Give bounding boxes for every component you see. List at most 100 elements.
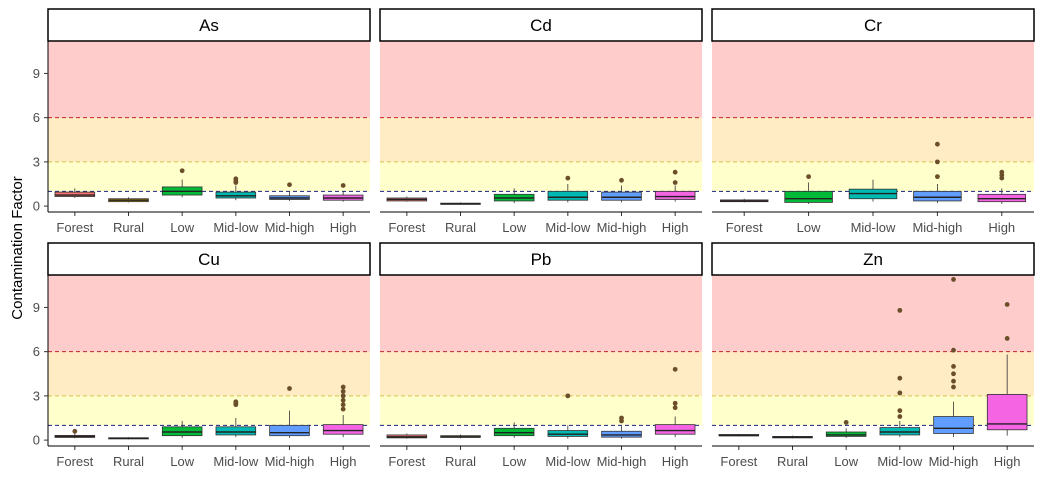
x-tick-label-cd-low: Low [502, 220, 526, 235]
x-tick-label-pb-rural: Rural [445, 454, 476, 469]
box-cd-high [654, 190, 696, 200]
x-tick-label-cr-high: High [988, 220, 1015, 235]
x-tick-label-pb-mid-high: Mid-high [597, 454, 647, 469]
x-tick-label-cd-mid-low: Mid-low [545, 220, 590, 235]
x-tick-label-cu-rural: Rural [113, 454, 144, 469]
outlier-cu-mid-high-0 [287, 386, 292, 391]
band-pb-2 [380, 351, 702, 396]
x-tick-label-cu-forest: Forest [56, 454, 93, 469]
panel-strip-as [47, 8, 371, 42]
band-cd-2 [380, 117, 702, 162]
outlier-zn-mid-high-4 [951, 347, 956, 353]
band-pb-0 [380, 425, 702, 441]
outlier-cr-mid-high-1 [935, 159, 940, 165]
outlier-cd-mid-low-0 [565, 175, 571, 181]
band-zn-3 [712, 275, 1034, 352]
outlier-zn-mid-high-3 [951, 363, 956, 369]
box-pb-mid-low [547, 430, 589, 437]
x-tick-label-cu-high: High [330, 454, 357, 469]
outlier-pb-high-1 [672, 400, 678, 406]
outlier-as-mid-low-2 [233, 176, 239, 182]
outlier-zn-mid-high-2 [951, 371, 956, 377]
x-tick-label-zn-low: Low [834, 454, 858, 469]
box-as-mid-low [215, 191, 257, 199]
box-cu-high [322, 424, 364, 435]
outlier-as-low-0 [179, 168, 185, 174]
outlier-pb-high-2 [672, 366, 678, 372]
band-cu-base [48, 440, 370, 446]
box-cr-high [977, 193, 1027, 203]
panel-title-zn: Zn [863, 250, 883, 269]
panel-strip-pb [379, 242, 703, 276]
panel-title-as: As [199, 16, 219, 35]
x-tick-label-cd-rural: Rural [445, 220, 476, 235]
y-tick-label-as-9: 9 [33, 66, 40, 81]
outlier-cu-forest-0 [72, 428, 78, 434]
box-cu-mid-low [215, 426, 257, 436]
band-cu-2 [48, 351, 370, 396]
x-tick-label-as-low: Low [170, 220, 194, 235]
band-zn-2 [712, 351, 1034, 396]
box-zn-low [825, 431, 867, 437]
box-cd-mid-high [601, 191, 642, 201]
box-zn-mid-low [879, 427, 921, 436]
band-pb-3 [380, 275, 702, 352]
x-tick-label-cr-mid-high: Mid-high [912, 220, 962, 235]
band-as-3 [48, 41, 370, 118]
x-tick-label-zn-mid-low: Mid-low [877, 454, 922, 469]
outlier-cr-high-2 [999, 169, 1005, 175]
outlier-zn-high-1 [1004, 302, 1010, 307]
x-tick-label-cd-forest: Forest [388, 220, 425, 235]
box-zn-mid-high [933, 416, 974, 434]
y-tick-label-cu-0: 0 [33, 433, 40, 448]
y-tick-label-cu-6: 6 [33, 344, 40, 359]
outlier-zn-low-0 [843, 420, 849, 425]
y-tick-label-as-3: 3 [33, 154, 40, 169]
panel-strip-cr [711, 8, 1035, 42]
box-cu-low [161, 426, 203, 437]
outlier-zn-mid-high-5 [951, 277, 956, 282]
box-pb-mid-high [601, 430, 642, 438]
outlier-cd-mid-high-0 [619, 177, 624, 183]
x-tick-label-zn-high: High [994, 454, 1021, 469]
band-as-2 [48, 117, 370, 162]
outlier-zn-mid-high-0 [951, 384, 956, 390]
y-tick-label-as-0: 0 [33, 199, 40, 214]
x-tick-label-pb-forest: Forest [388, 454, 425, 469]
outlier-cr-low-0 [806, 174, 811, 180]
band-cd-base [380, 206, 702, 212]
band-cd-3 [380, 41, 702, 118]
box-cd-mid-low [547, 190, 589, 201]
panel-title-pb: Pb [531, 250, 552, 269]
x-tick-label-as-high: High [330, 220, 357, 235]
x-tick-label-as-mid-low: Mid-low [213, 220, 258, 235]
outlier-pb-high-0 [672, 405, 678, 411]
x-tick-label-pb-mid-low: Mid-low [545, 454, 590, 469]
outlier-cu-high-0 [340, 406, 346, 412]
band-cu-1 [48, 395, 370, 426]
outlier-cu-high-1 [340, 402, 346, 408]
outlier-zn-mid-high-1 [951, 378, 956, 384]
outlier-cu-mid-low-2 [233, 399, 239, 405]
band-cr-2 [712, 117, 1034, 162]
band-as-1 [48, 161, 370, 192]
band-cd-1 [380, 161, 702, 192]
outlier-cu-high-2 [340, 397, 346, 403]
panel-strip-zn [711, 242, 1035, 276]
outlier-cr-mid-high-2 [935, 141, 940, 147]
x-tick-label-zn-rural: Rural [777, 454, 808, 469]
y-tick-label-cu-3: 3 [33, 388, 40, 403]
x-tick-label-as-mid-high: Mid-high [265, 220, 315, 235]
outlier-zn-mid-low-4 [897, 307, 903, 313]
band-as-base [48, 206, 370, 212]
panel-title-cr: Cr [864, 16, 882, 35]
y-axis-title: Contamination Factor [9, 176, 26, 320]
outlier-as-high-0 [340, 183, 346, 188]
panel-strip-cu [47, 242, 371, 276]
band-cu-3 [48, 275, 370, 352]
x-tick-label-cr-low: Low [797, 220, 821, 235]
x-tick-label-zn-forest: Forest [720, 454, 757, 469]
panel-title-cd: Cd [530, 16, 552, 35]
x-tick-label-cd-mid-high: Mid-high [597, 220, 647, 235]
